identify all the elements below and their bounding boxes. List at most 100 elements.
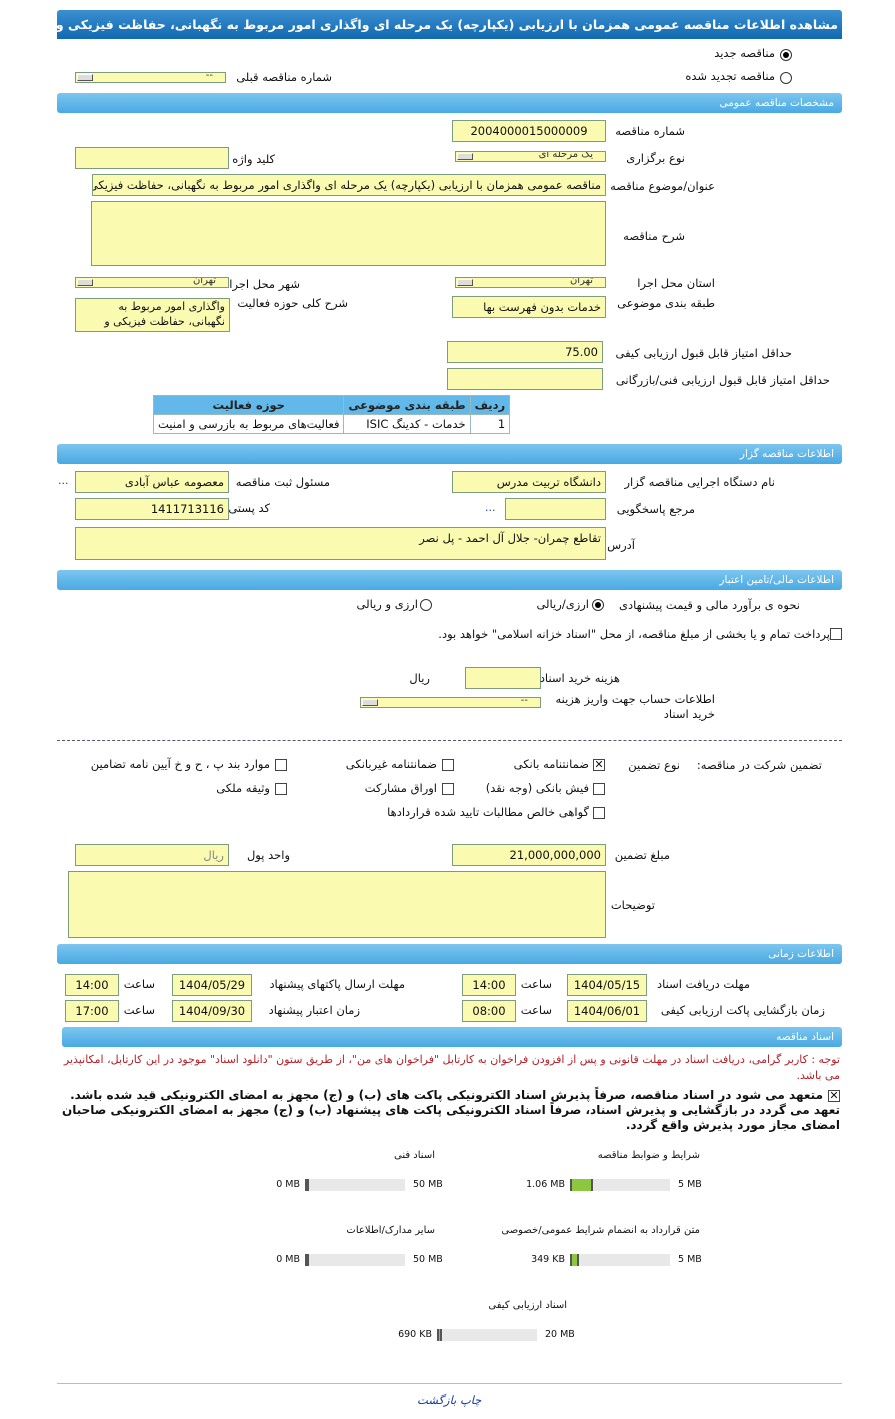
guarantee-checkbox-articles[interactable] — [275, 759, 287, 771]
currency-label: واحد پول — [246, 848, 290, 862]
reference-more-button[interactable]: ... — [485, 501, 496, 514]
send-deadline-date[interactable]: 1404/05/29 — [172, 974, 252, 996]
description-label: شرح مناقصه — [623, 229, 685, 243]
section-time: اطلاعات زمانی — [57, 944, 842, 964]
file-label: سایر مدارک/اطلاعات — [346, 1225, 435, 1236]
org-field[interactable]: دانشگاه تربیت مدرس — [452, 471, 606, 493]
min-tech-label: حداقل امتیاز قابل قبول ارزیابی فنی/بازرگ… — [615, 373, 830, 387]
doc-deadline-date[interactable]: 1404/05/15 — [567, 974, 647, 996]
min-quality-label: حداقل امتیاز قابل قبول ارزیابی کیفی — [615, 346, 793, 360]
min-tech-field[interactable] — [447, 368, 603, 390]
section-general: مشخصات مناقصه عمومی — [57, 93, 842, 113]
radio-new-tender[interactable] — [780, 49, 792, 61]
section-organizer: اطلاعات مناقصه گزار — [57, 444, 842, 464]
guarantee-checkbox-cash[interactable] — [593, 783, 605, 795]
doc-cost-field[interactable] — [465, 667, 541, 689]
reference-field[interactable] — [505, 498, 606, 520]
send-deadline-label: مهلت ارسال پاکتهای پیشنهاد — [269, 977, 405, 991]
table-header-row: ردیف طبقه بندی موضوعی حوزه فعالیت — [152, 395, 511, 415]
currency-field[interactable]: ریال — [75, 844, 229, 866]
col-category: طبقه بندی موضوعی — [343, 395, 471, 415]
radio-renewed-tender[interactable] — [780, 72, 792, 84]
tender-number-label: شماره مناقصه — [615, 124, 685, 138]
address-label: آدرس — [607, 538, 635, 552]
table-row: 1 خدمات - کدینگ ISIC فعالیت‌های مربوط به ب… — [152, 414, 511, 434]
file-progress-bar — [570, 1254, 670, 1266]
description-field[interactable] — [91, 201, 606, 266]
prev-number-label: شماره مناقصه قبلی — [236, 70, 332, 84]
responsible-more-button[interactable]: ... — [58, 474, 69, 487]
guarantee-checkbox-claims[interactable] — [593, 807, 605, 819]
holding-type-select[interactable]: یک مرحله ای — [455, 151, 606, 162]
file-progress-bar — [305, 1254, 405, 1266]
send-deadline-time[interactable]: 14:00 — [65, 974, 119, 996]
file-max-size: 50 MB — [413, 1179, 443, 1190]
currency-rial-label: ارزی و ریالی — [356, 597, 418, 611]
hour-label: ساعت — [520, 1003, 552, 1017]
guarantee-cash-label: فیش بانکی (وجه نقد) — [485, 781, 589, 795]
print-link[interactable]: چاپ — [459, 1393, 482, 1407]
subject-field[interactable]: مناقصه عمومی همزمان با ارزیابی (یکپارچه)… — [92, 174, 606, 196]
commit-checkbox[interactable]: ✕ — [828, 1089, 840, 1102]
min-quality-field[interactable]: 75.00 — [447, 341, 603, 363]
file-size: 0 MB — [276, 1179, 300, 1190]
keyword-field[interactable] — [75, 147, 229, 169]
file-max-size: 5 MB — [678, 1254, 702, 1265]
doc-cost-label: هزینه خرید اسناد — [539, 671, 620, 685]
guarantee-checkbox-nonbank[interactable] — [442, 759, 454, 771]
address-field[interactable]: تقاطع چمران- جلال آل احمد - پل نصر — [75, 527, 606, 560]
validity-date[interactable]: 1404/09/30 — [172, 1000, 252, 1022]
new-tender-label: مناقصه جدید — [714, 46, 775, 60]
file-size: 1.06 MB — [526, 1179, 565, 1190]
file-progress-fill — [572, 1179, 593, 1191]
col-row: ردیف — [469, 395, 511, 415]
notes-field[interactable] — [68, 871, 606, 938]
open-time[interactable]: 08:00 — [462, 1000, 516, 1022]
responsible-field[interactable]: معصومه عباس آبادی — [75, 471, 229, 493]
file-progress-bar — [437, 1329, 537, 1341]
guarantee-checkbox-bonds[interactable] — [442, 783, 454, 795]
commit-text-2: تعهد می گردد در بازگشایی و پذیرش اسناد، … — [61, 1103, 840, 1132]
activity-table: ردیف طبقه بندی موضوعی حوزه فعالیت 1 خدمات -… — [152, 395, 511, 434]
treasury-checkbox[interactable] — [830, 628, 842, 640]
city-select[interactable]: تهران — [75, 277, 229, 288]
guarantee-articles-label: موارد بند پ ، ح و خ آیین نامه تضامین — [90, 757, 270, 771]
radio-currency-rial[interactable] — [420, 599, 432, 611]
doc-deadline-time[interactable]: 14:00 — [462, 974, 516, 996]
doc-cost-unit: ریال — [409, 671, 430, 685]
guarantee-checkbox-bank[interactable]: ✕ — [593, 758, 605, 771]
subject-label: عنوان/موضوع مناقصه — [610, 179, 715, 193]
open-label: زمان بازگشایی پاکت ارزیابی کیفی — [660, 1003, 825, 1017]
activity-textarea[interactable]: واگذاری امور مربوط به نگهبانی، حفاظت فیز… — [75, 298, 230, 332]
guarantee-property-label: وثیقه ملکی — [216, 781, 270, 795]
commit-text-1: متعهد می شود در اسناد مناقصه، صرفاً پذیر… — [70, 1088, 823, 1102]
account-select[interactable]: -- — [360, 697, 541, 708]
file-label: متن قرارداد به انضمام شرایط عمومی/خصوصی — [501, 1225, 700, 1236]
open-date[interactable]: 1404/06/01 — [567, 1000, 647, 1022]
guarantee-label: تضمین شرکت در مناقصه: — [696, 758, 822, 772]
hour-label: ساعت — [123, 977, 155, 991]
radio-rial[interactable] — [592, 599, 604, 611]
hour-label: ساعت — [123, 1003, 155, 1017]
postal-field[interactable]: 1411713116 — [75, 498, 229, 520]
guarantee-amount-label: مبلغ تضمین — [614, 848, 670, 862]
validity-time[interactable]: 17:00 — [65, 1000, 119, 1022]
file-size: 349 KB — [531, 1254, 565, 1265]
file-progress-fill — [307, 1254, 309, 1266]
guarantee-amount-field[interactable]: 21,000,000,000 — [452, 844, 606, 866]
province-select[interactable]: تهران — [455, 277, 606, 288]
guarantee-checkbox-property[interactable] — [275, 783, 287, 795]
account-label: اطلاعات حساب جهت واریز هزینه خرید اسناد — [555, 692, 715, 721]
footer-divider — [57, 1383, 842, 1384]
category-field[interactable]: خدمات بدون فهرست بها — [452, 296, 606, 318]
estimate-label: نحوه ی برآورد مالی و قیمت پیشنهادی — [618, 598, 800, 612]
divider — [57, 740, 842, 741]
tender-number-field[interactable]: 2004000015000009 — [452, 120, 606, 142]
notes-label: توضیحات — [610, 898, 655, 912]
guarantee-bonds-label: اوراق مشارکت — [364, 781, 437, 795]
prev-number-select[interactable]: -- — [75, 72, 226, 83]
file-progress-fill — [307, 1179, 309, 1191]
back-link[interactable]: بازگشت — [417, 1393, 457, 1407]
col-activity: حوزه فعالیت — [152, 395, 345, 415]
section-finance: اطلاعات مالی/تامین اعتبار — [57, 570, 842, 590]
